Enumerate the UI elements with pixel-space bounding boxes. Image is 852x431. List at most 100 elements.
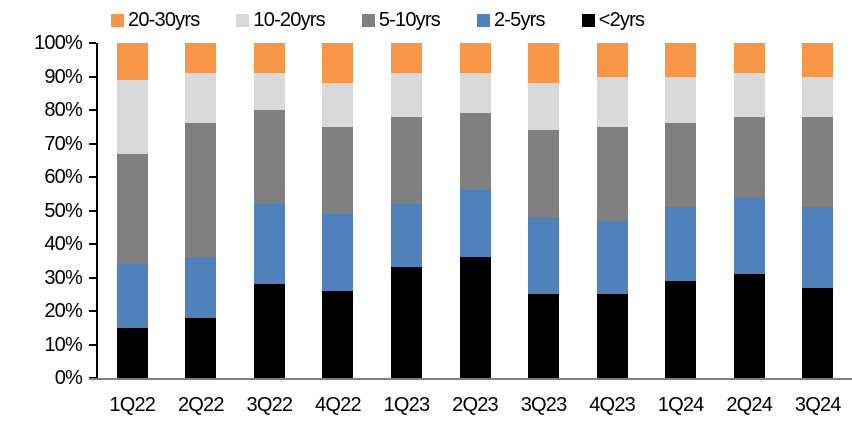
bar-slot-3Q24 xyxy=(783,43,852,378)
bar-segment xyxy=(802,287,834,378)
bar-segment xyxy=(733,197,765,275)
bar-segment xyxy=(390,73,422,117)
bar-segment xyxy=(802,116,834,208)
bar-segment xyxy=(253,203,285,285)
bar-segment xyxy=(665,280,697,378)
bar-segment xyxy=(253,284,285,378)
legend-item: 2-5yrs xyxy=(476,8,546,32)
bar-segment xyxy=(390,203,422,268)
bar-segment xyxy=(185,43,217,74)
bar-segment xyxy=(116,43,148,80)
legend-swatch-icon xyxy=(361,13,375,27)
bar-segment xyxy=(802,76,834,117)
bar-segment xyxy=(528,43,560,84)
y-axis-tick xyxy=(89,209,96,212)
bar-segment xyxy=(116,79,148,154)
bar-segment xyxy=(390,43,422,74)
bar-segment xyxy=(185,123,217,258)
y-axis-tick xyxy=(89,75,96,78)
stacked-bar-4Q23 xyxy=(596,43,628,378)
bar-segment xyxy=(665,43,697,77)
bar-segment xyxy=(185,317,217,378)
bar-segment xyxy=(596,220,628,295)
chart-legend: 20-30yrs 10-20yrs 5-10yrs 2-5yrs <2yrs xyxy=(111,7,645,33)
stacked-bar-1Q24 xyxy=(665,43,697,378)
y-axis-tick-label: 10% xyxy=(44,333,82,356)
legend-item: 10-20yrs xyxy=(236,8,326,32)
y-axis-tick xyxy=(89,176,96,178)
bar-segment xyxy=(459,190,491,258)
y-axis-tick xyxy=(89,343,96,346)
stacked-bar-2Q22 xyxy=(185,43,217,378)
bar-segment xyxy=(665,76,697,124)
bar-segment xyxy=(253,43,285,74)
legend-swatch-icon xyxy=(581,13,595,27)
x-axis-tick-label: 1Q23 xyxy=(383,394,431,416)
y-axis-tick-label: 90% xyxy=(44,65,82,88)
bar-segment xyxy=(528,294,560,378)
bar-segment xyxy=(116,264,148,328)
bar-segment xyxy=(596,76,628,127)
legend-item: 5-10yrs xyxy=(361,9,441,32)
x-axis-tick-label: 3Q24 xyxy=(794,394,842,416)
stacked-bar-2Q24 xyxy=(733,43,765,378)
bar-slot-1Q24 xyxy=(646,43,715,378)
bar-segment xyxy=(185,257,217,318)
bar-segment xyxy=(596,43,628,77)
y-axis-tick-label: 40% xyxy=(44,233,82,255)
bar-slot-3Q22 xyxy=(235,43,304,378)
legend-label: 10-20yrs xyxy=(253,8,325,31)
bar-segment xyxy=(665,123,697,208)
stacked-bar-3Q23 xyxy=(528,43,560,378)
bar-segment xyxy=(390,267,422,378)
bar-segment xyxy=(390,116,422,204)
y-axis-tick-label: 80% xyxy=(44,99,82,121)
stacked-bar-3Q22 xyxy=(253,43,285,378)
legend-item: <2yrs xyxy=(581,8,645,32)
bar-segment xyxy=(528,83,560,131)
x-axis-tick-label: 1Q24 xyxy=(657,394,705,416)
plot-area xyxy=(98,43,852,378)
stacked-bar-4Q22 xyxy=(322,43,354,378)
x-axis-tick-label: 4Q23 xyxy=(589,394,636,416)
bar-segment xyxy=(596,294,628,378)
bar-slot-2Q23 xyxy=(441,43,510,378)
bar-segment xyxy=(665,207,697,281)
bar-segment xyxy=(185,73,217,124)
bar-segment xyxy=(116,153,148,265)
stacked-bar-1Q23 xyxy=(390,43,422,378)
bar-segment xyxy=(253,110,285,204)
y-axis-tick xyxy=(89,310,96,312)
legend-label: 20-30yrs xyxy=(128,8,200,31)
bar-segment xyxy=(596,126,628,221)
bar-segment xyxy=(733,116,765,198)
stacked-bar-3Q24 xyxy=(802,43,834,378)
x-axis-line xyxy=(89,378,852,380)
stacked-bar-1Q22 xyxy=(116,43,148,378)
bar-segment xyxy=(322,213,354,291)
bar-segment xyxy=(116,327,148,378)
y-axis-tick xyxy=(89,276,96,279)
bar-segment xyxy=(528,130,560,218)
bar-segment xyxy=(733,43,765,74)
legend-swatch-icon xyxy=(476,13,490,27)
y-axis-tick xyxy=(89,142,96,145)
y-axis-tick xyxy=(89,243,96,245)
y-axis-tick-label: 100% xyxy=(34,32,83,54)
stacked-bar-2Q23 xyxy=(459,43,491,378)
bar-slot-4Q22 xyxy=(304,43,373,378)
bar-segment xyxy=(322,43,354,84)
x-axis-tick-label: 1Q22 xyxy=(109,394,156,416)
legend-label: 2-5yrs xyxy=(493,8,546,31)
bar-segment xyxy=(322,126,354,214)
legend-label: <2yrs xyxy=(598,8,645,31)
bar-slot-2Q22 xyxy=(167,43,236,378)
bar-segment xyxy=(459,257,491,378)
y-axis-tick-label: 50% xyxy=(44,199,82,222)
y-axis-tick-label: 30% xyxy=(44,266,82,289)
y-axis-tick-label: 0% xyxy=(54,367,83,389)
bar-slot-2Q24 xyxy=(715,43,784,378)
bar-segment xyxy=(528,217,560,295)
x-axis-tick-label: 2Q23 xyxy=(452,394,499,416)
